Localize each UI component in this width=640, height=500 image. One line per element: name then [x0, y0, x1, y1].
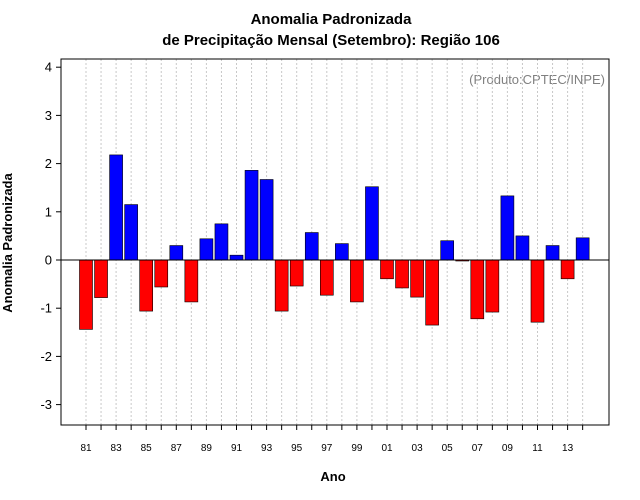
y-tick-label: 1 [45, 204, 52, 219]
bar-05 [440, 240, 455, 261]
x-tick-label: 87 [171, 443, 183, 454]
y-tick-label: -1 [40, 301, 52, 316]
bar-02 [395, 259, 409, 289]
bar-93 [259, 179, 274, 261]
y-tick-label: -2 [40, 349, 52, 364]
bar-92 [244, 170, 259, 261]
x-tick-label: 07 [472, 443, 484, 454]
bar-90 [214, 223, 229, 261]
plot-frame [60, 58, 610, 426]
y-tick-label: 0 [45, 253, 52, 268]
bar-95 [289, 259, 304, 287]
chart-title: Anomalia Padronizada [251, 11, 413, 28]
x-tick-label: 91 [231, 443, 243, 454]
x-tick-label: 95 [291, 443, 303, 454]
x-tick-label: 99 [351, 443, 363, 454]
x-tick-label: 03 [412, 443, 424, 454]
bar-84 [124, 204, 138, 261]
bar-10 [515, 235, 530, 261]
bar-99 [350, 259, 364, 303]
bar-14 [575, 237, 590, 261]
x-tick-label: 09 [502, 443, 514, 454]
bar-01 [380, 259, 394, 280]
y-axis-label: Anomalia Padronizada [0, 173, 15, 313]
bar-04 [425, 259, 439, 326]
bar-85 [139, 259, 153, 312]
bar-11 [530, 259, 545, 323]
bars [79, 154, 590, 330]
bar-96 [304, 232, 319, 261]
x-tick-label: 05 [442, 443, 454, 454]
bar-88 [184, 259, 199, 303]
bar-83 [109, 154, 123, 261]
x-tick-label: 97 [321, 443, 333, 454]
x-tick-label: 11 [532, 443, 543, 454]
y-tick-label: -3 [40, 397, 52, 412]
bar-12 [545, 245, 560, 261]
bar-08 [485, 259, 500, 313]
bar-98 [335, 243, 349, 261]
x-tick-label: 13 [562, 443, 574, 454]
bar-13 [560, 259, 575, 280]
bar-89 [199, 238, 214, 261]
grid-lines [85, 59, 584, 425]
bar-94 [274, 259, 289, 312]
bar-82 [94, 259, 108, 298]
x-tick-label: 83 [111, 443, 123, 454]
bar-91 [229, 254, 244, 261]
x-tick-label: 93 [261, 443, 273, 454]
x-tick-label: 85 [141, 443, 153, 454]
bar-97 [319, 259, 334, 296]
bar-09 [500, 195, 515, 261]
x-axis-label: Ano [320, 469, 345, 484]
bar-81 [79, 259, 93, 330]
x-tick-label: 01 [381, 443, 393, 454]
bar-03 [410, 259, 424, 298]
x-tick-label: 81 [80, 443, 92, 454]
bar-00 [365, 186, 379, 261]
y-tick-label: 4 [45, 60, 52, 75]
y-tick-label: 3 [45, 108, 52, 123]
x-tick-label: 89 [201, 443, 213, 454]
chart-subtitle: de Precipitação Mensal (Setembro): Regiã… [162, 32, 500, 49]
bar-07 [470, 259, 485, 320]
bar-86 [154, 259, 169, 288]
y-tick-label: 2 [45, 156, 52, 171]
bar-87 [169, 245, 184, 261]
